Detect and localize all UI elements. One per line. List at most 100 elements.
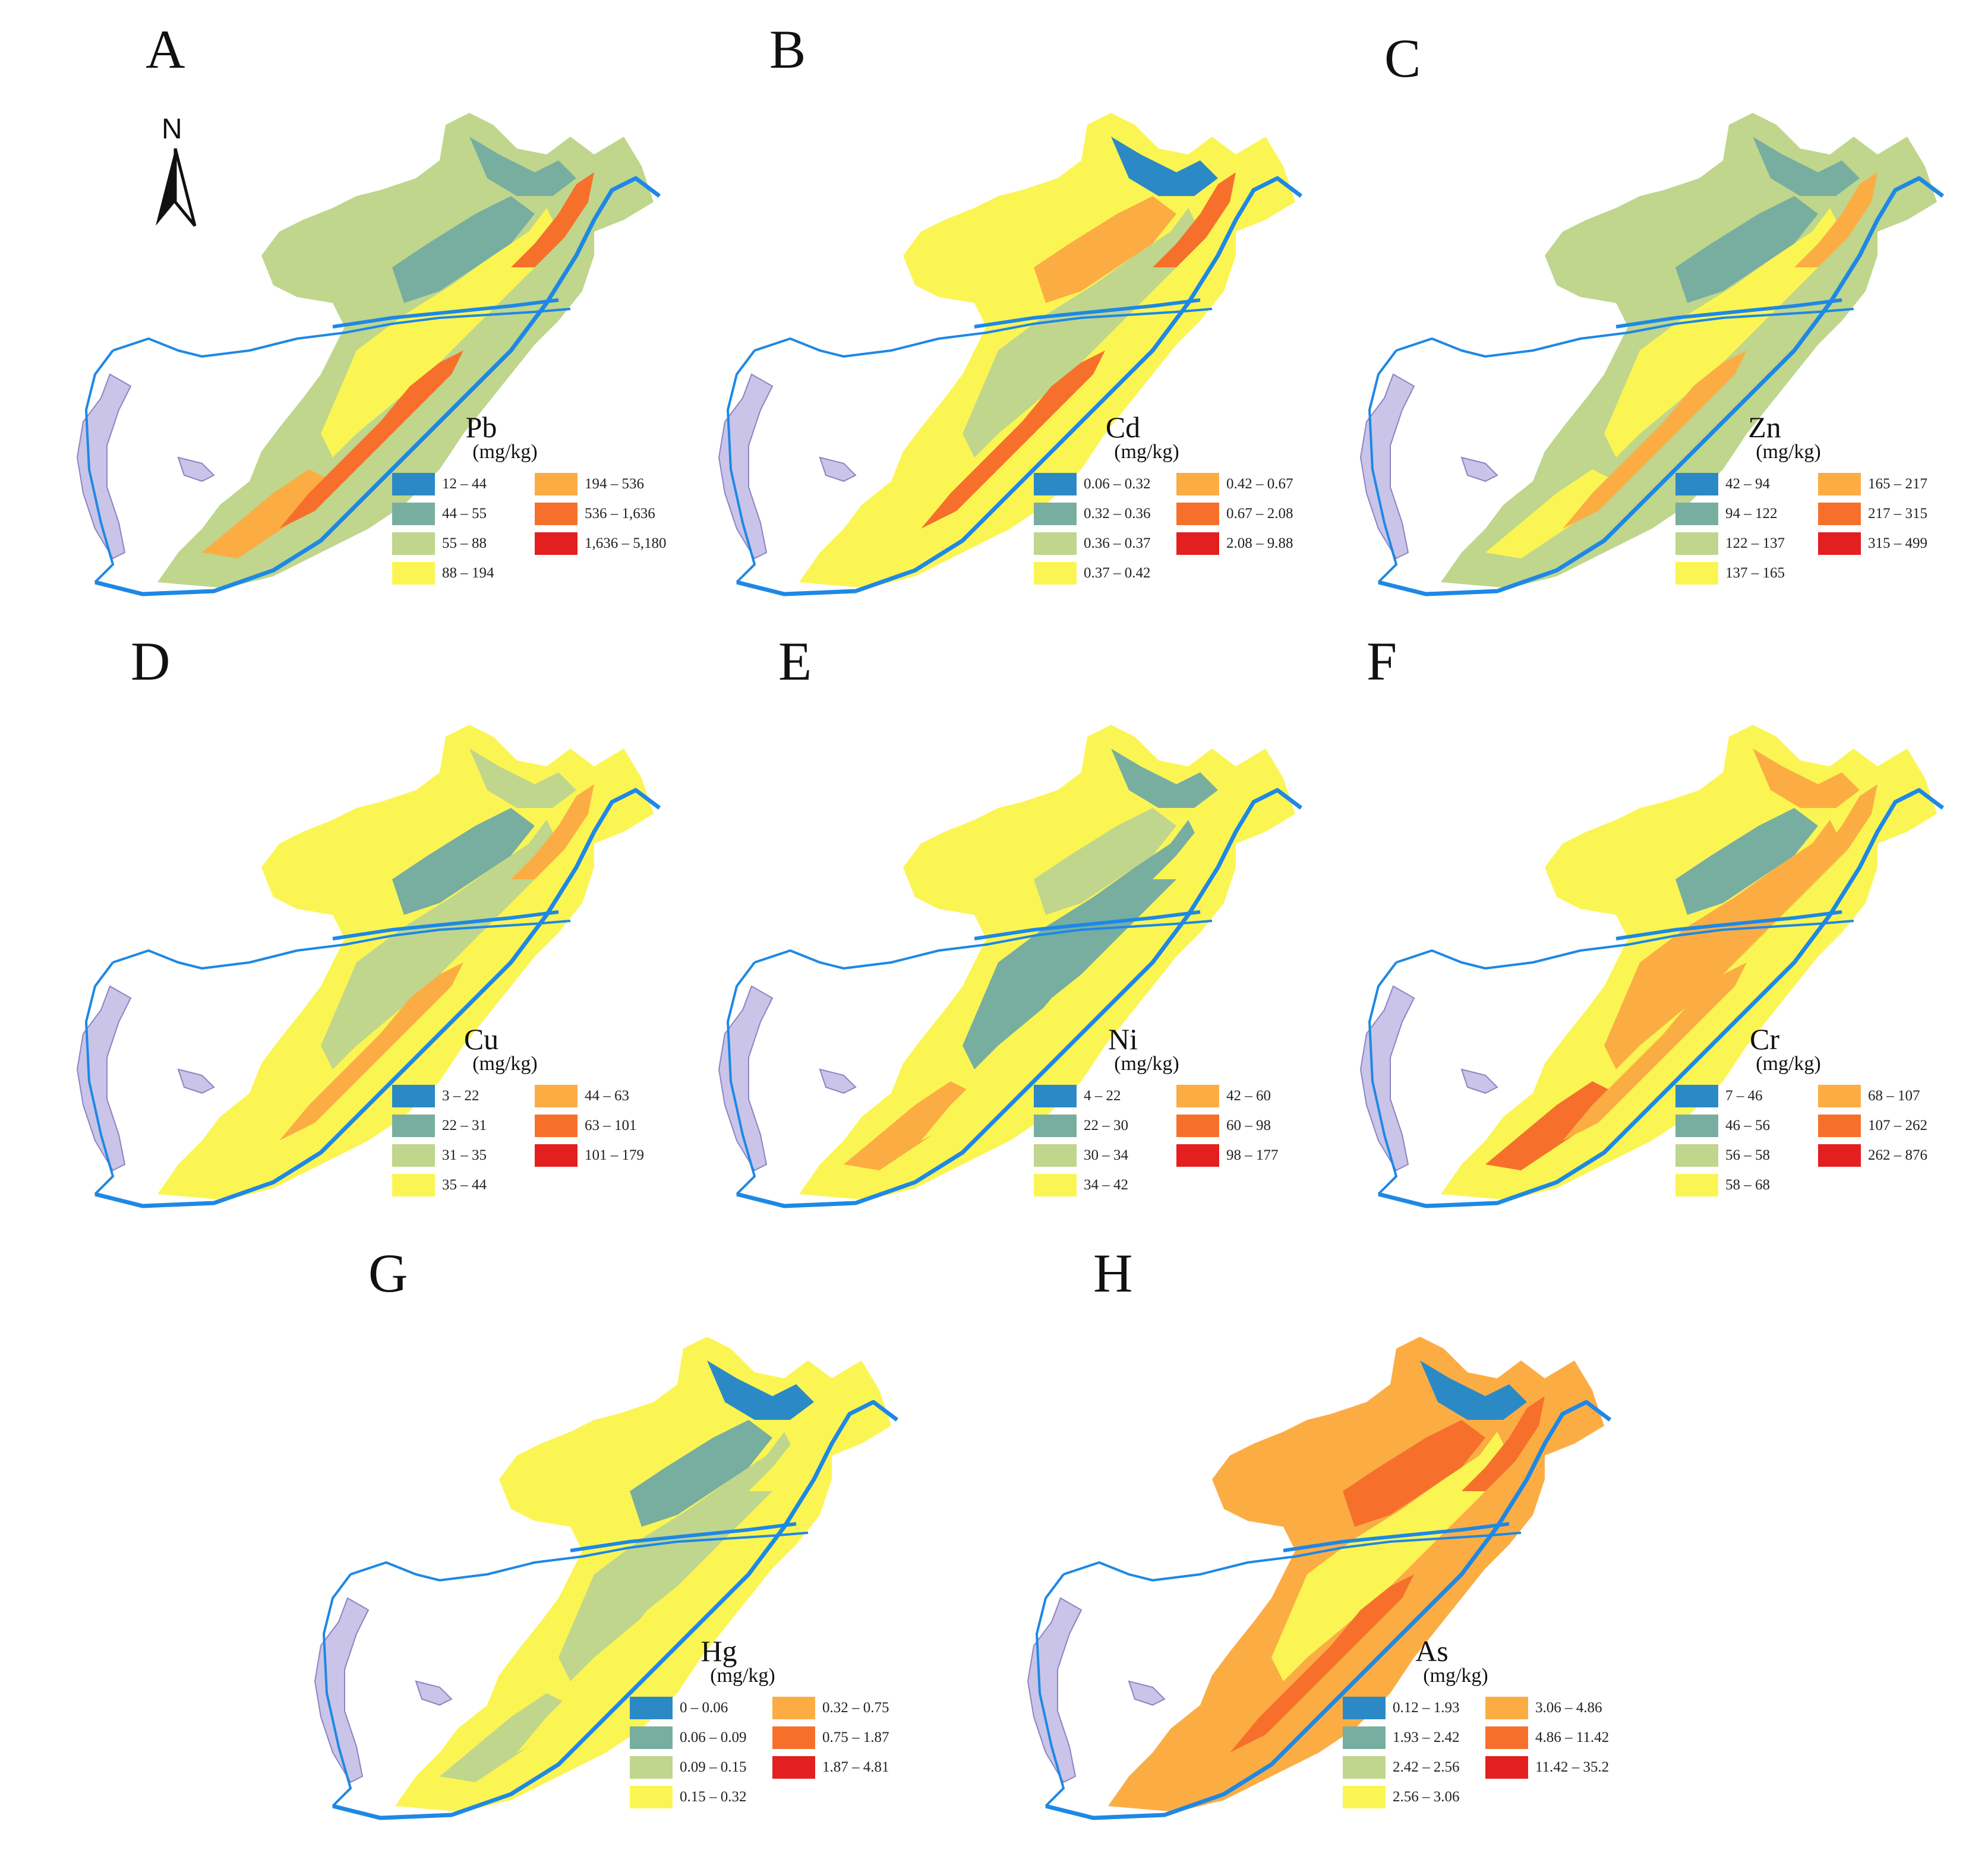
legend-swatch [535,532,578,555]
legend-item: 0.06 – 0.32 [1034,472,1176,497]
main-river [736,788,1303,1208]
legend-range-label: 35 – 44 [442,1177,487,1193]
legend-range-label: 0.06 – 0.09 [680,1729,747,1745]
legend-range-label: 0.42 – 0.67 [1226,476,1293,492]
lake-outline-river [84,961,115,1195]
legend: Ni (mg/kg) 4 – 22 42 – 60 22 – 30 60 – 98 30… [1034,1022,1307,1198]
legend-range-label: 11.42 – 35.2 [1535,1759,1610,1775]
legend-swatch [1034,1174,1077,1196]
concentration-zone [440,1693,570,1782]
lake-outline-river [1368,961,1398,1195]
panel-letter: D [131,631,171,692]
concentration-zone [1111,749,1218,808]
legend-item: 3 – 22 [392,1084,535,1109]
legend-swatch [1034,1085,1077,1107]
legend-range-label: 4.86 – 11.42 [1535,1729,1610,1745]
concentration-hotspot [1462,1396,1545,1491]
north-arrow: N [149,113,202,232]
lake-area [1027,1597,1083,1783]
concentration-zone [707,1360,814,1420]
legend: Pb (mg/kg) 12 – 44 194 – 536 44 – 55 536 – … [392,410,667,586]
legend-range-label: 31 – 35 [442,1147,487,1163]
legend-range-label: 0.67 – 2.08 [1226,506,1293,522]
concentration-hotspot [921,351,1105,529]
river-channel [1615,298,1842,329]
concentration-zone [963,820,1200,1069]
legend-swatch [1176,1144,1219,1167]
legend-range-label: 30 – 34 [1084,1147,1128,1163]
legend-range-label: 2.56 – 3.06 [1393,1789,1460,1805]
legend-swatch [392,1174,435,1196]
lake-outline-river [1368,349,1398,583]
concentration-map [1359,113,1945,596]
concentration-zone [1604,820,1842,1069]
tributary-river [754,920,1213,970]
legend-swatch [1034,562,1077,585]
legend-swatch [1034,503,1077,525]
small-lake [1460,1068,1498,1094]
legend-swatch [772,1756,815,1779]
concentration-hotspot [1230,1574,1414,1753]
legend-item: 12 – 44 [392,472,535,497]
legend-range-label: 42 – 60 [1226,1088,1271,1104]
legend-item: 2.08 – 9.88 [1176,531,1307,556]
legend-item: 60 – 98 [1176,1113,1307,1138]
lake-outline-river [84,349,115,583]
legend-swatch [1343,1697,1386,1719]
legend-item: 58 – 68 [1675,1173,1818,1198]
legend-item: 4.86 – 11.42 [1485,1725,1616,1750]
legend-range-label: 58 – 68 [1725,1177,1770,1193]
legend-range-label: 0.15 – 0.32 [680,1789,747,1805]
legend-item: 63 – 101 [535,1113,665,1138]
legend-swatch [772,1726,815,1749]
concentration-map [76,725,661,1208]
legend-item: 101 – 179 [535,1143,665,1168]
legend-swatch [1675,532,1718,555]
legend-swatch [1818,1115,1861,1137]
concentration-zone [469,749,576,808]
legend-item: 42 – 94 [1675,472,1818,497]
legend-range-label: 0.09 – 0.15 [680,1759,747,1775]
legend-item: 35 – 44 [392,1173,535,1198]
legend-item: 7 – 46 [1675,1084,1818,1109]
concentration-hotspot [749,1396,832,1491]
concentration-map [76,113,661,596]
concentration-zone [1485,1081,1616,1170]
concentration-hotspot [1563,962,1747,1141]
legend: Hg (mg/kg) 0 – 0.06 0.32 – 0.75 0.06 – 0.0… [630,1634,903,1810]
legend-swatch [1034,1144,1077,1167]
legend-range-label: 44 – 63 [585,1088,629,1104]
lake-outline-river [322,1573,352,1807]
concentration-zone [321,820,558,1069]
map-panel-a: A N Pb (mg/kg) 12 – 44 194 – 536 44 – 55 53… [24,18,677,612]
panel-letter: C [1384,28,1421,89]
legend-item: 46 – 56 [1675,1113,1818,1138]
concentration-zone [202,1081,333,1170]
small-lake [177,456,215,482]
legend-range-label: 262 – 876 [1868,1147,1927,1163]
legend-item: 194 – 536 [535,472,665,497]
concentration-hotspot [511,784,594,879]
legend-swatch [535,1144,578,1167]
legend-range-label: 101 – 179 [585,1147,644,1163]
river-channel [974,298,1201,329]
legend-swatch [1485,1756,1528,1779]
legend-range-label: 60 – 98 [1226,1117,1271,1134]
legend-item: 0.15 – 0.32 [630,1785,772,1810]
legend-swatch [1034,1115,1077,1137]
legend-swatch [1176,532,1219,555]
legend-swatch [392,1085,435,1107]
lake-area [718,985,774,1172]
legend-swatch [1034,473,1077,495]
legend-range-label: 22 – 30 [1084,1117,1128,1134]
legend-range-label: 165 – 217 [1868,476,1927,492]
legend-item: 262 – 876 [1818,1143,1949,1168]
concentration-zone [321,208,558,457]
legend-item: 122 – 137 [1675,531,1818,556]
concentration-zone [844,1081,974,1170]
concentration-zone [1485,469,1616,558]
legend-element: Ni [1108,1022,1138,1056]
main-river [332,1400,899,1820]
concentration-hotspot [1153,172,1236,267]
legend-item: 137 – 165 [1675,561,1818,586]
